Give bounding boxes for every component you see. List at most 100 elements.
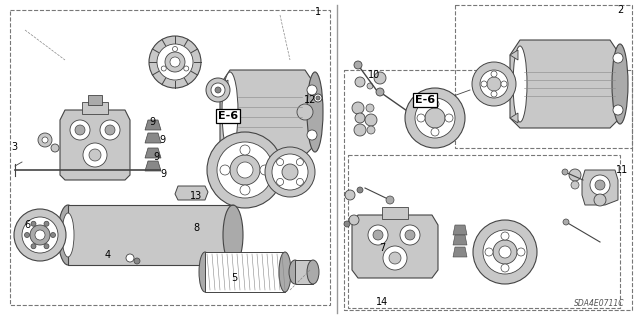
Circle shape	[296, 178, 303, 185]
Circle shape	[355, 113, 365, 123]
Text: SDA4E0711C: SDA4E0711C	[574, 299, 625, 308]
Circle shape	[590, 175, 610, 195]
Circle shape	[211, 83, 225, 97]
Circle shape	[134, 258, 140, 264]
Circle shape	[431, 100, 439, 108]
Circle shape	[357, 187, 363, 193]
Circle shape	[217, 142, 273, 198]
Circle shape	[365, 114, 377, 126]
Circle shape	[613, 53, 623, 63]
Ellipse shape	[62, 213, 74, 257]
Text: E-6: E-6	[218, 111, 238, 121]
Circle shape	[569, 169, 581, 181]
Circle shape	[349, 215, 359, 225]
Ellipse shape	[199, 252, 211, 292]
Ellipse shape	[307, 72, 323, 152]
Circle shape	[367, 126, 375, 134]
Circle shape	[445, 114, 453, 122]
Text: 4: 4	[105, 250, 111, 260]
Circle shape	[354, 61, 362, 69]
Circle shape	[562, 169, 568, 175]
Circle shape	[344, 221, 350, 227]
Polygon shape	[145, 133, 161, 143]
Polygon shape	[220, 80, 228, 90]
Circle shape	[149, 36, 201, 88]
Text: 2: 2	[617, 5, 623, 15]
Circle shape	[307, 130, 317, 140]
Circle shape	[126, 254, 134, 262]
Polygon shape	[352, 215, 438, 278]
Circle shape	[571, 181, 579, 189]
Circle shape	[272, 154, 308, 190]
Polygon shape	[60, 110, 130, 180]
Ellipse shape	[612, 44, 628, 124]
Polygon shape	[453, 247, 467, 257]
Circle shape	[386, 196, 394, 204]
Text: 11: 11	[616, 165, 628, 175]
Circle shape	[297, 104, 313, 120]
Circle shape	[276, 159, 284, 166]
Polygon shape	[220, 140, 228, 150]
Circle shape	[35, 230, 45, 240]
Text: 9: 9	[159, 135, 165, 145]
Text: 10: 10	[368, 70, 380, 80]
Text: 8: 8	[193, 223, 199, 233]
Circle shape	[355, 77, 365, 87]
Circle shape	[405, 88, 465, 148]
Polygon shape	[510, 40, 620, 128]
Circle shape	[487, 77, 501, 91]
Circle shape	[316, 96, 320, 100]
Text: E-6: E-6	[415, 95, 435, 105]
Circle shape	[431, 128, 439, 136]
Circle shape	[105, 125, 115, 135]
Text: 14: 14	[376, 297, 388, 307]
Polygon shape	[175, 186, 208, 200]
Circle shape	[499, 246, 511, 258]
Circle shape	[265, 147, 315, 197]
Circle shape	[352, 102, 364, 114]
Bar	[68, 205, 233, 265]
Circle shape	[70, 120, 90, 140]
Text: 9: 9	[160, 169, 166, 179]
Circle shape	[173, 47, 177, 51]
Polygon shape	[220, 70, 315, 155]
Circle shape	[215, 87, 221, 93]
Text: 9: 9	[149, 117, 155, 127]
Circle shape	[296, 159, 303, 166]
Bar	[295, 260, 313, 284]
Circle shape	[417, 114, 425, 122]
Circle shape	[184, 66, 189, 71]
Bar	[82, 102, 108, 114]
Circle shape	[197, 217, 203, 223]
Circle shape	[240, 185, 250, 195]
Ellipse shape	[279, 252, 291, 292]
Circle shape	[517, 248, 525, 256]
Circle shape	[100, 120, 120, 140]
Circle shape	[485, 248, 493, 256]
Circle shape	[42, 137, 48, 143]
Circle shape	[491, 91, 497, 97]
Circle shape	[473, 220, 537, 284]
Circle shape	[594, 194, 606, 206]
Circle shape	[230, 155, 260, 185]
Circle shape	[405, 230, 415, 240]
Circle shape	[44, 221, 49, 226]
Circle shape	[367, 83, 373, 89]
Circle shape	[307, 85, 317, 95]
Circle shape	[376, 88, 384, 96]
Circle shape	[366, 104, 374, 112]
Polygon shape	[453, 235, 467, 245]
Circle shape	[44, 244, 49, 249]
Text: 13: 13	[190, 191, 202, 201]
Circle shape	[480, 70, 508, 98]
Polygon shape	[453, 225, 467, 235]
Polygon shape	[145, 120, 161, 130]
Bar	[88, 95, 102, 105]
Circle shape	[491, 71, 497, 77]
Text: 9: 9	[153, 152, 159, 162]
Circle shape	[220, 165, 230, 175]
Circle shape	[31, 244, 36, 249]
Circle shape	[354, 124, 366, 136]
Circle shape	[207, 132, 283, 208]
Circle shape	[481, 81, 487, 87]
